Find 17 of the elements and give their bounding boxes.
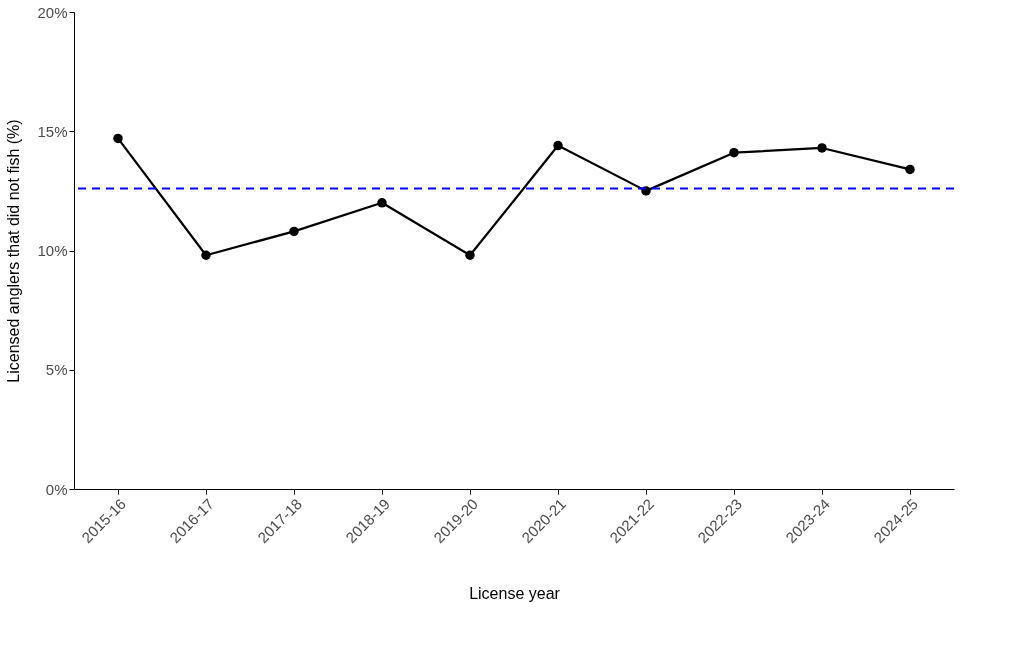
y-tick-label: 10% [37,242,68,259]
x-axis-title: License year [469,585,561,603]
point [113,133,123,144]
y-tick-label: 15% [37,122,68,140]
point [377,198,387,208]
point [817,143,827,153]
point [201,250,211,260]
y-tick-label: 5% [45,361,68,379]
point [641,186,651,196]
y-axis-title: Licensed anglers that did not fish (%) [5,119,23,383]
point [729,147,739,158]
point [905,164,915,175]
point [289,226,299,237]
point [465,250,475,260]
y-tick-label: 0% [45,480,68,498]
point [553,140,563,151]
y-tick-label: 20% [37,3,68,21]
